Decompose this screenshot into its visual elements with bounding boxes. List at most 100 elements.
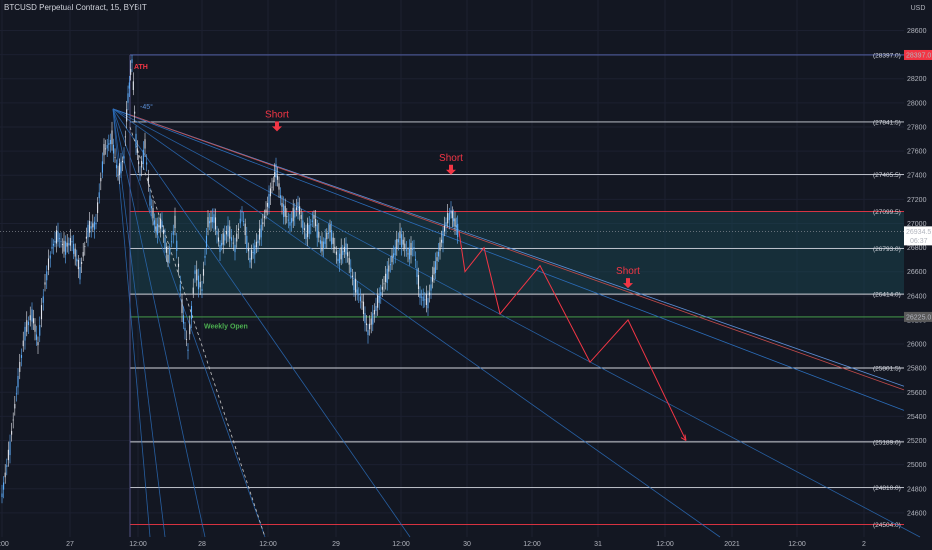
candle-body: [326, 232, 328, 240]
fan-line: [112, 108, 266, 538]
candle-body: [284, 205, 286, 217]
candle-body: [331, 230, 333, 245]
candle-body: [313, 215, 315, 219]
candle-body: [232, 242, 234, 244]
candle-body: [375, 306, 377, 312]
price-tick-label: 26600: [907, 269, 927, 276]
candle-body: [115, 164, 118, 169]
time-tick-label: 27: [66, 541, 74, 548]
candle-body: [257, 240, 259, 244]
candle-body: [291, 218, 293, 223]
candle-body: [12, 419, 14, 421]
candle-body: [305, 233, 307, 239]
candle-body: [453, 218, 455, 222]
price-tick-label: 25200: [907, 438, 927, 445]
candle-body: [146, 162, 148, 165]
candle-body: [93, 221, 95, 230]
candle-body: [81, 262, 83, 264]
candle-body: [427, 298, 429, 309]
candle-body: [225, 230, 227, 235]
candle-body: [260, 224, 262, 238]
candle-body: [279, 195, 282, 199]
candle-body: [24, 326, 26, 341]
candle-body: [433, 267, 435, 275]
candle-body: [401, 234, 403, 248]
candle-body: [367, 330, 369, 336]
candle-body: [112, 144, 115, 154]
candle-body: [101, 161, 103, 173]
candle-body: [187, 349, 189, 351]
candle-body: [278, 183, 280, 190]
candle-body: [302, 220, 304, 229]
candle-body: [205, 235, 208, 248]
time-tick-label: 31: [594, 541, 602, 548]
projected-path: [458, 231, 687, 441]
candle-body: [234, 244, 236, 253]
candle-body: [139, 175, 141, 176]
annotations: ATH -45° Weekly Open Short Short Short: [134, 64, 640, 330]
candle-body: [386, 268, 388, 284]
last-price-label: 26934.5: [906, 229, 931, 236]
candle-body: [26, 320, 28, 332]
candle-body: [272, 180, 274, 182]
candle-body: [397, 239, 399, 243]
price-axis[interactable]: USD2860028400282002800027800276002740027…: [904, 5, 932, 517]
candle-body: [39, 324, 41, 336]
candle-body: [6, 465, 8, 467]
candle-body: [100, 178, 102, 182]
candle-body: [319, 240, 321, 244]
price-tick-label: 25800: [907, 366, 927, 373]
price-tick-label: 25400: [907, 414, 927, 421]
fan-line: [112, 108, 905, 411]
candle-body: [202, 269, 205, 276]
candle-body: [134, 111, 136, 114]
candle-body: [144, 139, 146, 149]
candle-body: [359, 296, 361, 302]
candle-body: [361, 301, 363, 303]
candle-body: [236, 233, 238, 242]
candle-body: [172, 231, 174, 235]
candle-body: [388, 265, 390, 272]
currency-label: USD: [911, 5, 926, 12]
candle-body: [185, 338, 188, 340]
candle-body: [153, 220, 156, 225]
candle-body: [311, 220, 313, 222]
time-axis[interactable]: 2:00 27 12:00 28 12:00 29 12:00 30 12:00 31 12:00 2…: [0, 541, 866, 548]
candle-body: [295, 207, 297, 210]
short-arrow-icon: [446, 164, 456, 175]
candle-body: [179, 284, 181, 291]
candle-body: [40, 305, 43, 320]
price-tick-label: 28200: [907, 76, 927, 83]
ath-label: ATH: [134, 64, 148, 71]
candle-body: [35, 334, 38, 340]
candle-body: [121, 160, 124, 163]
candle-body: [237, 228, 240, 231]
candle-body: [221, 242, 223, 246]
time-tick-label: 12:00: [392, 541, 410, 548]
candle-body: [303, 228, 305, 231]
candle-body: [445, 222, 447, 226]
candle-body: [66, 242, 68, 247]
time-tick-label: 2: [862, 541, 866, 548]
candle-body: [103, 144, 105, 156]
candle-body: [52, 243, 55, 246]
candle-body: [353, 279, 355, 291]
level-label: (24504.0): [873, 522, 901, 529]
candle-body: [20, 355, 23, 358]
level-label: (25189.0): [873, 439, 901, 446]
candle-body: [177, 263, 180, 267]
candle-body: [373, 310, 375, 315]
candle-body: [335, 251, 337, 255]
candle-body: [229, 226, 231, 239]
candle-body: [182, 315, 185, 324]
level-label: (24810.0): [873, 485, 901, 492]
projection-arrowhead: [680, 434, 687, 441]
candle-body: [428, 292, 431, 296]
candle-body: [149, 195, 151, 206]
candle-body: [9, 441, 11, 456]
level-label: (25801.5): [873, 365, 901, 372]
candle-body: [162, 230, 165, 234]
price-tick-label: 26000: [907, 342, 927, 349]
candle-body: [318, 231, 320, 238]
